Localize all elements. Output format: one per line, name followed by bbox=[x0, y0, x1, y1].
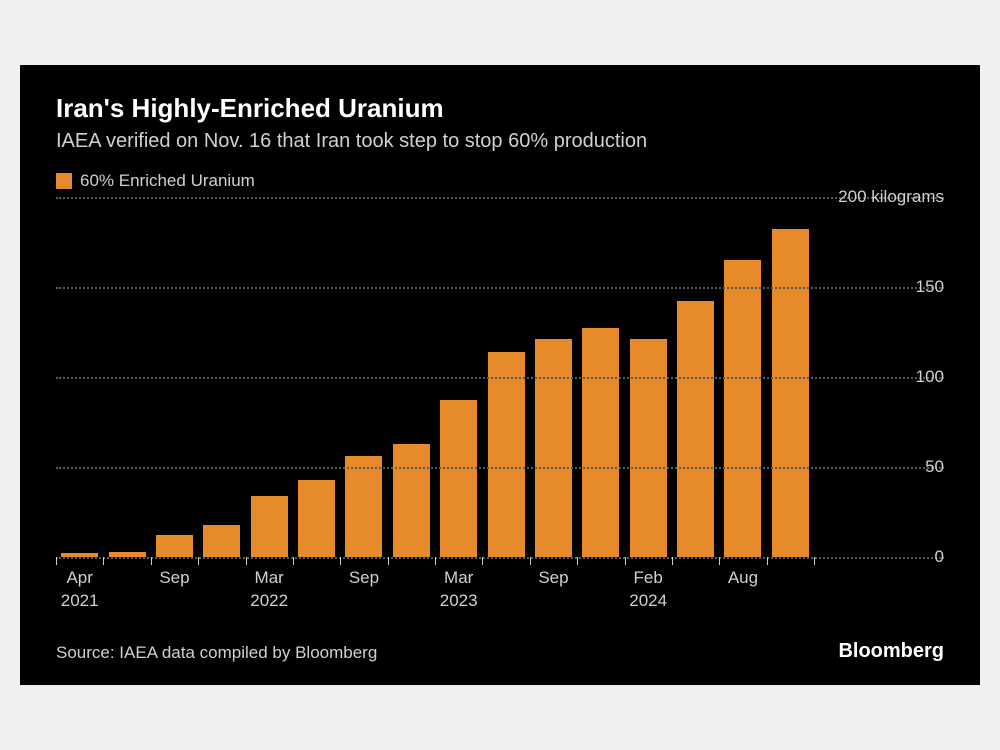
x-tick-label: Sep bbox=[538, 567, 568, 590]
y-tick-label: 200 kilograms bbox=[838, 187, 944, 207]
x-tick bbox=[435, 557, 436, 565]
chart-footer: Source: IAEA data compiled by Bloomberg … bbox=[56, 640, 944, 663]
chart-title: Iran's Highly-Enriched Uranium bbox=[56, 93, 944, 124]
x-axis-ticks bbox=[56, 557, 814, 567]
x-tick bbox=[103, 557, 104, 565]
plot bbox=[56, 197, 814, 557]
plot-area: 050100150200 kilograms bbox=[56, 197, 944, 557]
x-tick-label: Feb 2024 bbox=[629, 567, 667, 613]
x-tick bbox=[625, 557, 626, 565]
gridline bbox=[56, 197, 944, 199]
bar bbox=[677, 301, 714, 557]
legend: 60% Enriched Uranium bbox=[56, 171, 944, 191]
bar bbox=[203, 525, 240, 557]
y-axis-labels: 050100150200 kilograms bbox=[814, 197, 944, 557]
x-tick bbox=[577, 557, 578, 565]
y-tick-label: 100 bbox=[916, 367, 944, 387]
x-tick bbox=[767, 557, 768, 565]
x-axis-labels: Apr 2021 Sep Mar 2022 Sep Mar 2023 Sep Feb 202… bbox=[56, 567, 814, 617]
gridline bbox=[56, 467, 944, 469]
x-tick bbox=[293, 557, 294, 565]
y-tick-label: 50 bbox=[925, 457, 944, 477]
x-tick bbox=[246, 557, 247, 565]
bar bbox=[630, 339, 667, 557]
bar bbox=[772, 229, 809, 557]
bar bbox=[345, 456, 382, 557]
x-tick-label: Sep bbox=[349, 567, 379, 590]
bar bbox=[251, 496, 288, 557]
y-tick-label: 0 bbox=[935, 547, 944, 567]
legend-swatch bbox=[56, 173, 72, 189]
x-tick bbox=[388, 557, 389, 565]
brand-label: Bloomberg bbox=[838, 640, 944, 663]
bar bbox=[298, 480, 335, 557]
x-tick bbox=[530, 557, 531, 565]
chart-subtitle: IAEA verified on Nov. 16 that Iran took … bbox=[56, 130, 944, 153]
x-tick bbox=[198, 557, 199, 565]
x-tick bbox=[340, 557, 341, 565]
x-tick-label: Mar 2022 bbox=[250, 567, 288, 613]
bar bbox=[156, 535, 193, 557]
x-tick bbox=[151, 557, 152, 565]
x-tick bbox=[672, 557, 673, 565]
x-tick bbox=[719, 557, 720, 565]
bar bbox=[488, 352, 525, 557]
gridline bbox=[56, 287, 944, 289]
bar bbox=[582, 328, 619, 557]
bar bbox=[393, 444, 430, 557]
y-tick-label: 150 bbox=[916, 277, 944, 297]
x-tick-label: Mar 2023 bbox=[440, 567, 478, 613]
gridline bbox=[56, 377, 944, 379]
bar bbox=[535, 339, 572, 557]
legend-label: 60% Enriched Uranium bbox=[80, 171, 255, 191]
source-text: Source: IAEA data compiled by Bloomberg bbox=[56, 643, 377, 663]
x-tick-label: Apr 2021 bbox=[61, 567, 99, 613]
x-tick bbox=[56, 557, 57, 565]
bar bbox=[724, 260, 761, 557]
chart-card: Iran's Highly-Enriched Uranium IAEA veri… bbox=[20, 65, 980, 685]
x-tick-label: Sep bbox=[159, 567, 189, 590]
bar bbox=[440, 400, 477, 557]
x-axis: Apr 2021 Sep Mar 2022 Sep Mar 2023 Sep Feb 202… bbox=[56, 557, 814, 617]
x-tick bbox=[482, 557, 483, 565]
x-tick bbox=[814, 557, 815, 565]
x-tick-label: Aug bbox=[728, 567, 758, 590]
